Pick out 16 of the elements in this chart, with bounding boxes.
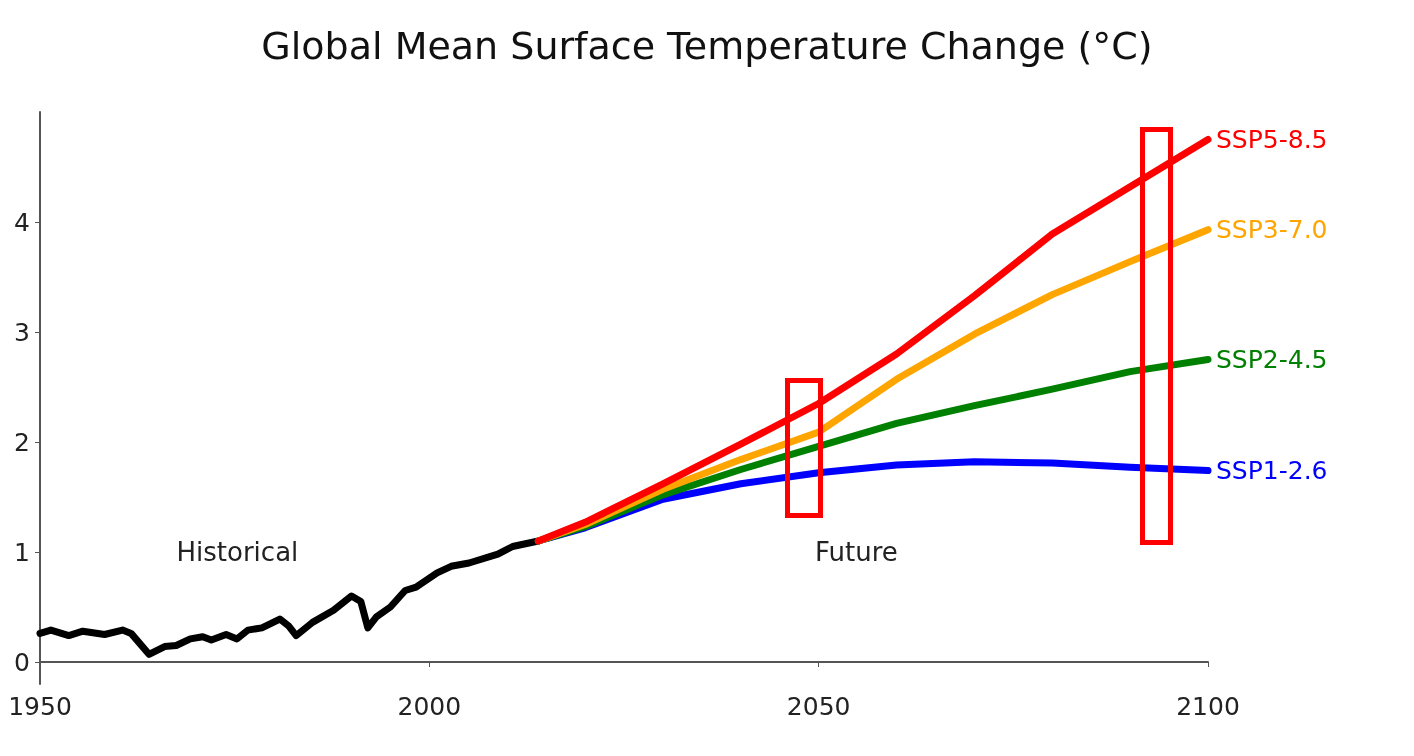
y-tick-label: 1 [14, 537, 30, 567]
x-tick-label: 2000 [397, 692, 462, 721]
x-tick-label: 2100 [1176, 692, 1240, 721]
series-label: SSP5-8.5 [1216, 125, 1328, 154]
x-tick-label: 2050 [786, 692, 851, 721]
annotation: Historical [176, 537, 299, 568]
series-label: SSP3-7.0 [1216, 215, 1328, 245]
y-tick-label: 0 [14, 647, 30, 677]
y-tick-label: 3 [14, 317, 30, 347]
y-tick-label: 4 [14, 207, 30, 237]
y-tick-label: 2 [14, 427, 30, 457]
series-label: SSP2-4.5 [1216, 345, 1328, 374]
chart-title: Global Mean Surface Temperature Change (°C) [261, 24, 1153, 68]
series-label: SSP1-2.6 [1216, 456, 1328, 486]
annotation: Future [815, 537, 898, 568]
x-tick-label: 1950 [8, 692, 72, 721]
